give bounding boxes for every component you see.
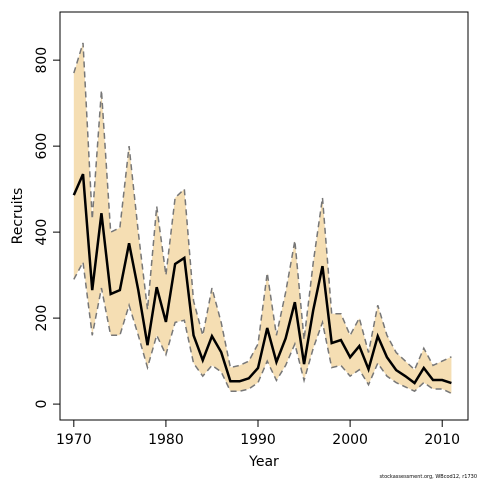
footnote: stockassessment.org, WBcod12, r1730 xyxy=(380,474,477,480)
y-axis-label: Recruits xyxy=(10,188,26,245)
x-tick-label: 1980 xyxy=(148,432,184,448)
x-tick-label: 1990 xyxy=(240,432,276,448)
y-tick-label: 800 xyxy=(34,47,50,74)
plot-frame xyxy=(59,11,469,421)
ci-line xyxy=(73,42,452,371)
x-tick-label: 2010 xyxy=(424,432,460,448)
confidence-band xyxy=(73,42,452,394)
ci-line xyxy=(73,259,452,395)
y-tick-label: 0 xyxy=(34,400,50,409)
y-tick-label: 200 xyxy=(34,305,50,332)
x-tick-label: 1970 xyxy=(56,432,92,448)
x-tick-label: 2000 xyxy=(332,432,368,448)
y-tick-label: 600 xyxy=(34,133,50,160)
y-tick-label: 400 xyxy=(34,219,50,246)
estimate-line xyxy=(72,173,452,385)
x-axis-label: Year xyxy=(248,454,279,470)
